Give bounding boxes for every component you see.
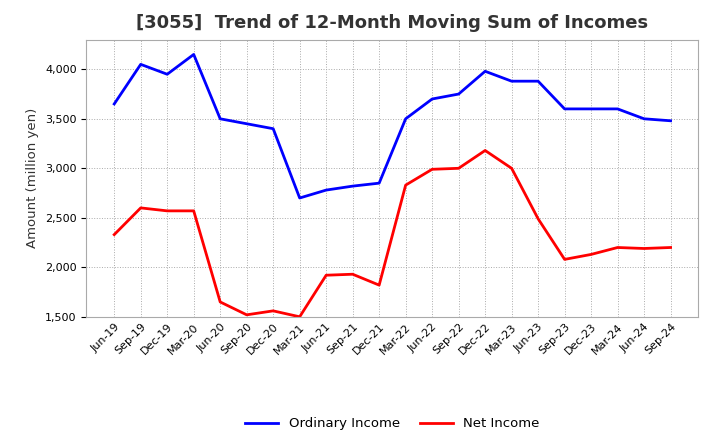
Net Income — [401, 183, 410, 188]
Net Income — [322, 272, 330, 278]
Ordinary Income — [163, 72, 171, 77]
Ordinary Income — [534, 78, 542, 84]
Net Income — [428, 167, 436, 172]
Ordinary Income — [322, 187, 330, 193]
Ordinary Income — [401, 116, 410, 121]
Net Income — [163, 208, 171, 213]
Net Income — [295, 314, 304, 319]
Ordinary Income — [560, 106, 569, 111]
Net Income — [454, 165, 463, 171]
Ordinary Income — [216, 116, 225, 121]
Ordinary Income — [375, 180, 384, 186]
Ordinary Income — [640, 116, 649, 121]
Net Income — [110, 232, 119, 237]
Line: Net Income: Net Income — [114, 150, 670, 317]
Net Income — [508, 165, 516, 171]
Line: Ordinary Income: Ordinary Income — [114, 55, 670, 198]
Ordinary Income — [454, 92, 463, 97]
Net Income — [269, 308, 277, 313]
Net Income — [587, 252, 595, 257]
Net Income — [216, 299, 225, 304]
Legend: Ordinary Income, Net Income: Ordinary Income, Net Income — [240, 412, 545, 436]
Ordinary Income — [110, 101, 119, 106]
Ordinary Income — [269, 126, 277, 131]
Net Income — [640, 246, 649, 251]
Ordinary Income — [428, 96, 436, 102]
Ordinary Income — [348, 183, 357, 189]
Net Income — [189, 208, 198, 213]
Net Income — [534, 216, 542, 221]
Ordinary Income — [481, 69, 490, 74]
Ordinary Income — [666, 118, 675, 123]
Net Income — [481, 148, 490, 153]
Ordinary Income — [613, 106, 622, 111]
Net Income — [613, 245, 622, 250]
Ordinary Income — [189, 52, 198, 57]
Net Income — [243, 312, 251, 318]
Net Income — [666, 245, 675, 250]
Ordinary Income — [508, 78, 516, 84]
Net Income — [136, 205, 145, 210]
Net Income — [560, 257, 569, 262]
Y-axis label: Amount (million yen): Amount (million yen) — [27, 108, 40, 248]
Ordinary Income — [243, 121, 251, 126]
Ordinary Income — [587, 106, 595, 111]
Ordinary Income — [136, 62, 145, 67]
Net Income — [375, 282, 384, 288]
Title: [3055]  Trend of 12-Month Moving Sum of Incomes: [3055] Trend of 12-Month Moving Sum of I… — [136, 15, 649, 33]
Ordinary Income — [295, 195, 304, 201]
Net Income — [348, 271, 357, 277]
